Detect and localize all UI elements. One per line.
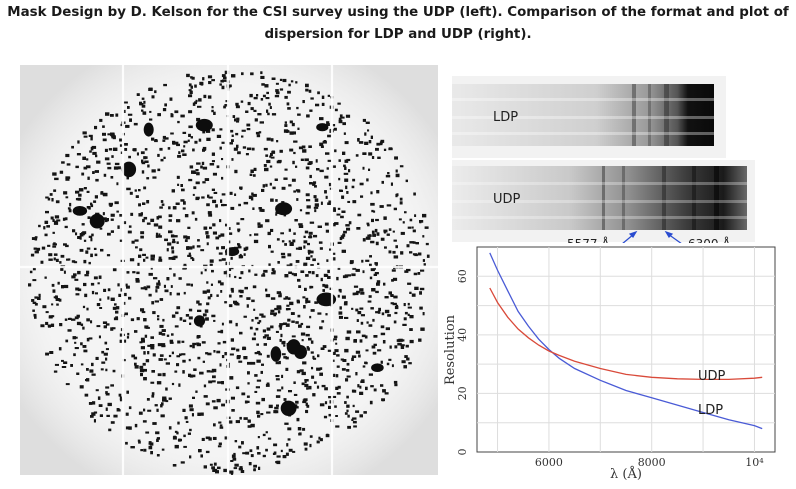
y-tick-label: 0 [456, 449, 469, 456]
ldp-curve-label: LDP [698, 403, 723, 418]
y-axis-label: Resolution [443, 314, 458, 385]
y-tick-label: 40 [456, 328, 469, 342]
ldp-label: LDP [493, 110, 519, 125]
x-tick-label: 6000 [535, 456, 563, 469]
x-tick-label: 10⁴ [745, 456, 764, 469]
udp-label: UDP [493, 192, 521, 207]
udp-spectrum-image [452, 160, 755, 242]
chart-grid [477, 247, 775, 452]
x-tick-label: 8000 [638, 456, 666, 469]
slit-pattern [28, 70, 430, 475]
mask-grid-lines [20, 65, 438, 475]
x-axis-label: λ (Å) [610, 466, 642, 482]
series-line-ldp [489, 252, 763, 430]
ldp-spectrum-image [452, 76, 726, 158]
caption-line-1: Mask Design by D. Kelson for the CSI sur… [7, 5, 789, 20]
udp-curve-label: UDP [698, 369, 726, 384]
figure-caption: Mask Design by D. Kelson for the CSI sur… [0, 2, 796, 46]
series-line-udp [489, 287, 763, 381]
wavelength-marker-arrows [621, 230, 683, 245]
resolution-chart: 0 20 40 60 6000 8000 10⁴ Resolution λ (Å) UDP… [440, 243, 783, 485]
x-tick-labels: 6000 8000 10⁴ [535, 456, 764, 469]
chart-series [489, 252, 763, 430]
caption-line-2: dispersion for LDP and UDP (right). [264, 27, 532, 42]
y-tick-label: 20 [456, 386, 469, 400]
y-tick-label: 60 [456, 269, 469, 283]
mask-design-image [20, 65, 438, 475]
y-tick-labels: 0 20 40 60 [456, 269, 469, 455]
